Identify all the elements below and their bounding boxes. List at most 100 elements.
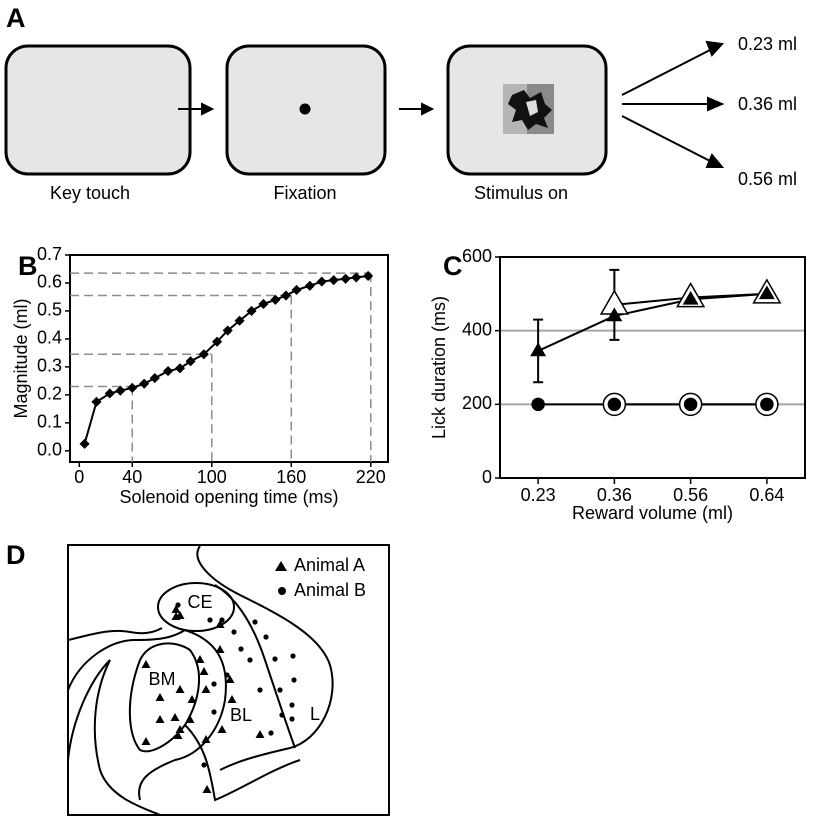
data-point bbox=[340, 273, 351, 284]
series-line bbox=[537, 292, 767, 352]
site-marker bbox=[225, 675, 235, 683]
panel-label: C bbox=[443, 251, 463, 281]
data-point bbox=[185, 356, 196, 367]
data-point bbox=[758, 285, 775, 300]
site-marker bbox=[207, 617, 213, 623]
data-point bbox=[606, 307, 623, 322]
y-tick-label: 0.1 bbox=[37, 412, 62, 432]
site-marker bbox=[217, 725, 227, 733]
data-point bbox=[222, 325, 233, 336]
site-marker bbox=[263, 634, 269, 640]
y-tick-label: 0.6 bbox=[37, 272, 62, 292]
data-point bbox=[760, 397, 774, 412]
data-point bbox=[162, 366, 174, 377]
site-marker bbox=[290, 653, 296, 659]
data-point bbox=[351, 272, 362, 283]
x-tick-label: 100 bbox=[197, 467, 227, 487]
site-marker bbox=[231, 629, 237, 635]
site-marker bbox=[211, 709, 217, 715]
site-marker bbox=[277, 687, 283, 693]
data-point bbox=[198, 349, 209, 360]
data-point bbox=[363, 270, 374, 282]
data-point bbox=[530, 342, 547, 357]
data-point bbox=[328, 275, 339, 286]
site-marker bbox=[175, 725, 185, 733]
site-marker bbox=[255, 730, 265, 738]
site-marker bbox=[185, 715, 195, 723]
region-label: CE bbox=[187, 592, 212, 612]
data-point bbox=[531, 397, 545, 412]
site-marker bbox=[224, 672, 230, 678]
arrows bbox=[178, 40, 725, 168]
data-point bbox=[104, 388, 115, 399]
data-point bbox=[91, 396, 102, 407]
data-point bbox=[174, 363, 186, 374]
site-marker bbox=[173, 731, 183, 739]
x-tick-label: 0 bbox=[74, 467, 84, 487]
data-point bbox=[683, 397, 698, 412]
site-marker bbox=[247, 657, 253, 663]
site-marker bbox=[201, 762, 207, 768]
x-tick-label: 0.36 bbox=[597, 485, 632, 505]
y-tick-label: 0.3 bbox=[37, 356, 62, 376]
site-marker bbox=[279, 712, 285, 718]
site-marker bbox=[155, 715, 165, 723]
data-point bbox=[246, 305, 257, 317]
x-axis-title: Solenoid opening time (ms) bbox=[119, 487, 338, 507]
site-marker bbox=[252, 619, 258, 625]
y-tick-label: 200 bbox=[462, 393, 492, 413]
data-point bbox=[115, 385, 126, 396]
data-point bbox=[291, 284, 302, 296]
site-marker bbox=[175, 685, 185, 693]
y-tick-label: 400 bbox=[462, 319, 492, 339]
x-tick-label: 0.64 bbox=[749, 485, 784, 505]
data-point bbox=[139, 378, 150, 389]
outcome-label: 0.23 ml bbox=[738, 34, 797, 54]
region-label: L bbox=[310, 704, 320, 724]
site-marker bbox=[272, 656, 278, 662]
site-marker bbox=[141, 660, 151, 668]
step-label: Fixation bbox=[273, 183, 336, 203]
y-tick-label: 0.5 bbox=[37, 300, 62, 320]
legend-label: Animal A bbox=[294, 555, 365, 575]
site-marker bbox=[201, 685, 211, 693]
site-marker bbox=[215, 645, 225, 653]
y-tick-label: 0.2 bbox=[37, 384, 62, 404]
stimulus bbox=[503, 84, 554, 134]
y-tick-label: 0.4 bbox=[37, 328, 62, 348]
legend-label: Animal B bbox=[294, 580, 366, 600]
site-marker bbox=[187, 695, 197, 703]
data-point bbox=[316, 276, 327, 287]
site-marker bbox=[201, 735, 211, 743]
site-marker bbox=[141, 737, 151, 745]
region-label: BM bbox=[149, 669, 176, 689]
y-tick-label: 0 bbox=[482, 467, 492, 487]
brain-outline bbox=[67, 545, 334, 816]
outcome-label: 0.36 ml bbox=[738, 94, 797, 114]
x-tick-label: 40 bbox=[122, 467, 142, 487]
site-marker bbox=[219, 617, 225, 623]
site-marker bbox=[171, 612, 181, 620]
y-axis-title: Magnitude (ml) bbox=[11, 298, 31, 418]
data-point bbox=[212, 336, 223, 347]
site-marker bbox=[289, 702, 295, 708]
site-marker bbox=[202, 785, 212, 793]
site-marker bbox=[199, 667, 209, 675]
data-point bbox=[682, 290, 699, 305]
x-tick-label: 220 bbox=[356, 467, 386, 487]
panel-label: A bbox=[6, 3, 26, 33]
panel-label: D bbox=[6, 540, 26, 570]
site-marker bbox=[175, 602, 181, 608]
x-tick-label: 0.23 bbox=[521, 485, 556, 505]
data-point bbox=[280, 290, 292, 301]
data-point bbox=[79, 438, 90, 449]
site-marker bbox=[257, 687, 263, 693]
data-point bbox=[149, 373, 160, 384]
data-point bbox=[607, 397, 622, 412]
data-point bbox=[127, 382, 138, 393]
site-marker bbox=[291, 677, 297, 683]
site-marker bbox=[170, 713, 180, 721]
data-point bbox=[234, 315, 245, 326]
